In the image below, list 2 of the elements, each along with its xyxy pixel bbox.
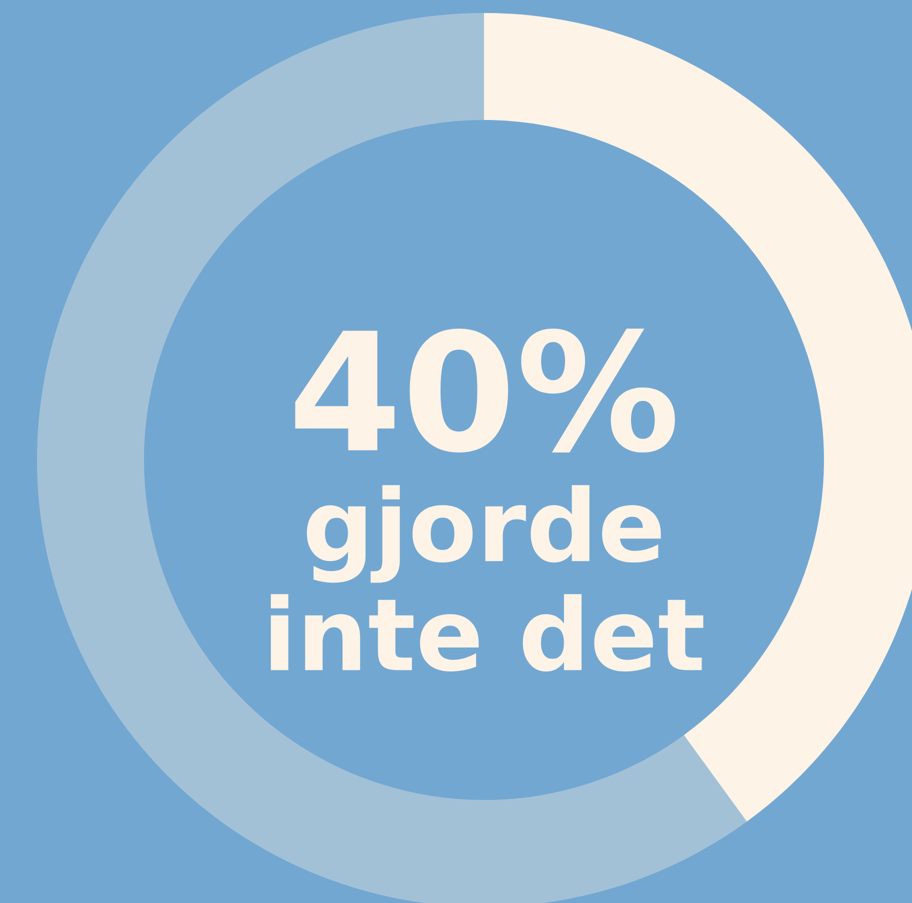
- text: gjorde inte det: [270, 485, 704, 672]
- text: 40%: [295, 328, 675, 453]
